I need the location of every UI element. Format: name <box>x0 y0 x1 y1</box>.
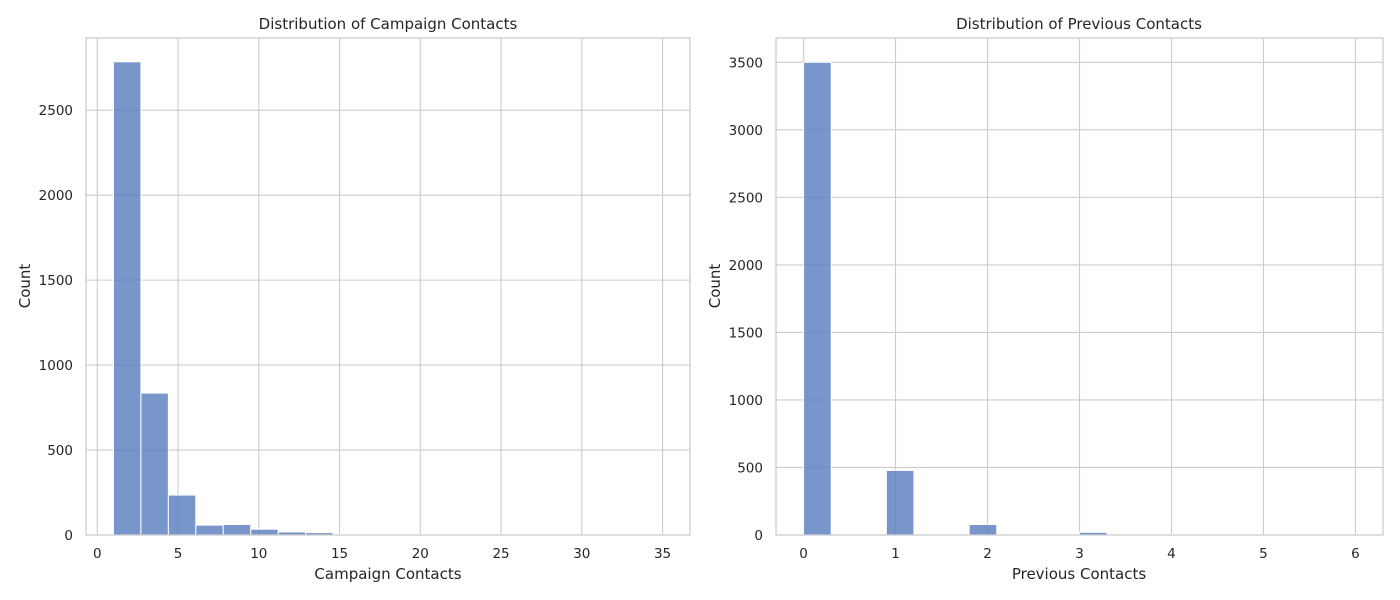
histogram-bar <box>140 392 169 536</box>
x-tick-label: 30 <box>573 546 590 562</box>
x-tick-label: 5 <box>1259 546 1268 562</box>
y-tick-label: 500 <box>737 460 763 476</box>
tick-labels: 0 1 2 3 4 5 6 0 500 1000 1500 2000 2500 3000 3500 <box>729 55 1360 562</box>
grid <box>776 38 1383 536</box>
chart-title: Distribution of Campaign Contacts <box>259 15 518 33</box>
y-axis-label: Count <box>706 264 724 309</box>
y-tick-label: 1500 <box>729 325 763 341</box>
x-tick-label: 5 <box>174 546 183 562</box>
y-tick-label: 2500 <box>729 190 763 206</box>
x-tick-label: 10 <box>250 546 267 562</box>
x-tick-label: 0 <box>93 546 102 562</box>
x-tick-label: 15 <box>331 546 348 562</box>
histogram-bars <box>803 61 1356 536</box>
plot-frame <box>85 37 691 536</box>
y-tick-label: 500 <box>47 443 73 459</box>
histogram-bar <box>222 523 252 536</box>
x-tick-label: 25 <box>492 546 509 562</box>
x-tick-label: 6 <box>1351 546 1360 562</box>
y-tick-label: 2500 <box>39 103 73 119</box>
histogram-bars <box>112 61 664 536</box>
plot-frame <box>775 37 1384 536</box>
y-tick-label: 3500 <box>729 55 763 71</box>
x-tick-label: 1 <box>891 546 900 562</box>
x-tick-label: 4 <box>1167 546 1176 562</box>
histogram-bar <box>195 524 224 536</box>
y-tick-label: 2000 <box>39 188 73 204</box>
y-tick-label: 0 <box>754 528 763 544</box>
x-tick-label: 3 <box>1075 546 1084 562</box>
x-tick-label: 35 <box>654 546 671 562</box>
y-tick-label: 0 <box>64 528 73 544</box>
grid <box>86 38 690 536</box>
x-tick-label: 20 <box>412 546 429 562</box>
chart-title: Distribution of Previous Contacts <box>956 15 1202 33</box>
histogram-bar <box>112 61 142 536</box>
histogram-bar <box>803 61 832 536</box>
y-tick-label: 1500 <box>39 273 73 289</box>
x-axis-label: Previous Contacts <box>1012 565 1147 583</box>
chart-previous-contacts: Distribution of Previous Contacts 0 1 2 3 4 5… <box>706 15 1384 583</box>
chart-campaign-contacts: Distribution of Campaign Contacts 0 5 10 15… <box>16 15 691 583</box>
y-tick-label: 2000 <box>729 258 763 274</box>
histogram-bar <box>250 528 279 536</box>
tick-labels: 0 5 10 15 20 25 30 35 0 500 1000 1500 2000 2500 <box>39 103 671 562</box>
histogram-bar <box>885 469 915 536</box>
y-axis-label: Count <box>16 264 34 309</box>
y-tick-label: 1000 <box>729 393 763 409</box>
x-tick-label: 0 <box>799 546 808 562</box>
x-tick-label: 2 <box>983 546 992 562</box>
x-axis-label: Campaign Contacts <box>314 565 461 583</box>
histogram-bar <box>968 523 998 536</box>
y-tick-label: 1000 <box>39 358 73 374</box>
histogram-bar <box>167 494 197 536</box>
y-tick-label: 3000 <box>729 123 763 139</box>
